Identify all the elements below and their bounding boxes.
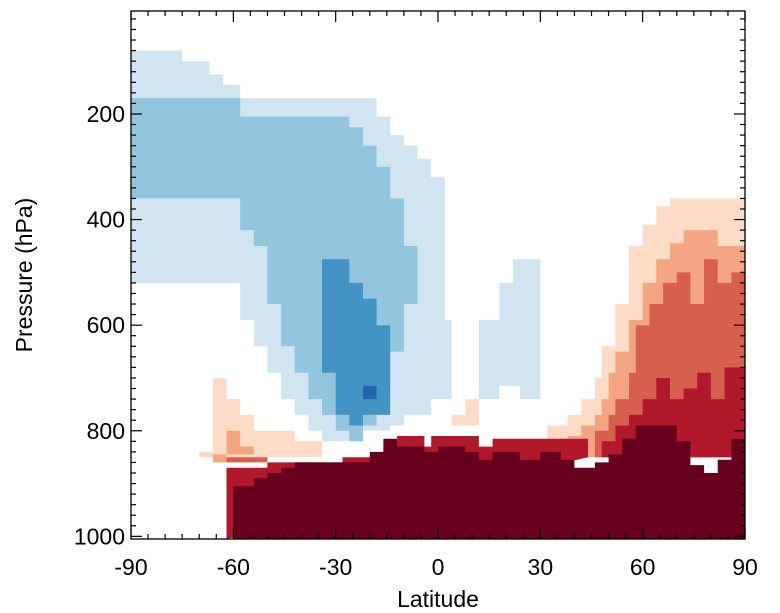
contour-region-5: [199, 378, 322, 539]
y-tick-label: 600: [87, 312, 125, 338]
axis-ticks: [130, 11, 746, 539]
x-tick-labels: -90 -60 -30 0 30 60 90: [114, 554, 757, 580]
x-tick-label: 60: [630, 554, 656, 580]
contour-region-6: [451, 399, 479, 426]
y-axis-title: Pressure (hPa): [11, 198, 37, 353]
contour-region-3: [322, 259, 391, 426]
x-tick-label: -60: [217, 554, 250, 580]
x-axis-title: Latitude: [397, 586, 479, 612]
y-tick-label: 400: [87, 207, 125, 233]
y-tick-labels: 200 400 600 800 1000: [74, 101, 125, 549]
y-tick-label: 800: [87, 418, 125, 444]
x-tick-label: 30: [528, 554, 554, 580]
x-tick-label: 0: [432, 554, 445, 580]
contour-region-8: [212, 430, 254, 539]
contour-region-1: [478, 259, 541, 400]
x-tick-label: -90: [114, 554, 147, 580]
contour-regions: [131, 50, 746, 539]
y-tick-label: 1000: [74, 523, 125, 549]
y-tick-label: 200: [87, 101, 125, 127]
x-tick-label: 90: [732, 554, 758, 580]
x-tick-label: -30: [319, 554, 352, 580]
contour-region-4: [363, 385, 377, 400]
contour-region-14: [233, 425, 746, 539]
